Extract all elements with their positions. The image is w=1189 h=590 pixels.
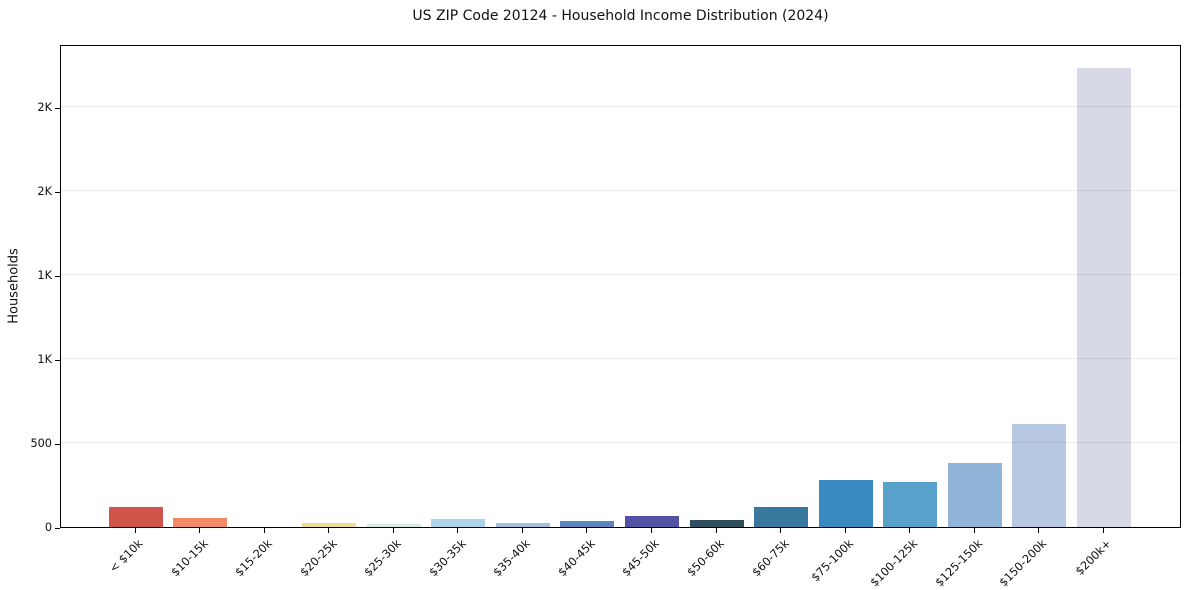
y-tick-mark [55,107,60,109]
x-tick-label: $30-35k [426,537,469,580]
bar [108,506,163,527]
bar [947,463,1002,527]
bar [883,481,938,527]
x-tick-label: $60-75k [749,537,792,580]
y-tick-label: 2K [37,101,52,114]
x-tick-label: < $10k [107,537,146,576]
gridline [61,358,1180,359]
bar [302,523,357,527]
bar [495,523,550,527]
x-tick-mark [457,528,459,533]
chart-title: US ZIP Code 20124 - Household Income Dis… [412,8,829,24]
gridline [61,106,1180,107]
plot-area [60,45,1181,528]
x-tick-label: $35-40k [490,537,534,580]
x-tick-mark [651,528,653,533]
gridline [61,274,1180,275]
x-tick-mark [134,528,136,533]
x-tick-mark [909,528,911,533]
x-tick-mark [1102,528,1104,533]
x-tick-label: $200k+ [1073,537,1115,578]
x-tick-mark [392,528,394,533]
bar [1012,423,1067,527]
x-tick-label: $75-100k [808,537,856,585]
x-tick-label: $125-150k [932,537,986,590]
y-tick-mark [55,527,60,529]
x-tick-mark [715,528,717,533]
y-tick-label: 1K [37,353,52,366]
y-tick-mark [55,359,60,361]
y-tick-mark [55,443,60,445]
bar [173,518,228,527]
y-tick-label: 0 [44,521,52,534]
y-axis-label: Households [6,248,22,324]
bar [625,515,680,527]
x-tick-label: $15-20k [232,537,275,580]
x-tick-label: $150-200k [997,537,1050,590]
bar [818,480,873,527]
x-tick-label: $100-125k [868,537,921,590]
x-tick-label: $25-30k [361,537,404,580]
x-tick-mark [780,528,782,533]
x-tick-label: $10-15k [168,537,211,580]
x-tick-mark [844,528,846,533]
x-tick-mark [328,528,330,533]
x-tick-label: $20-25k [297,537,340,580]
bar [366,524,421,527]
gridline [61,190,1180,191]
x-tick-mark [586,528,588,533]
y-tick-mark [55,191,60,193]
bar [1076,67,1131,527]
y-tick-label: 500 [30,437,52,450]
y-tick-mark [55,275,60,277]
x-tick-mark [199,528,201,533]
x-tick-mark [521,528,523,533]
x-tick-label: $45-50k [620,537,663,580]
bar [560,520,615,527]
x-tick-mark [263,528,265,533]
y-tick-label: 1K [37,269,52,282]
y-tick-label: 2K [37,185,52,198]
x-tick-mark [1038,528,1040,533]
x-tick-label: $40-45k [555,537,598,580]
x-tick-mark [973,528,975,533]
bar [689,519,744,527]
x-tick-label: $50-60k [684,537,727,580]
bar [754,506,809,527]
bar [431,518,486,527]
